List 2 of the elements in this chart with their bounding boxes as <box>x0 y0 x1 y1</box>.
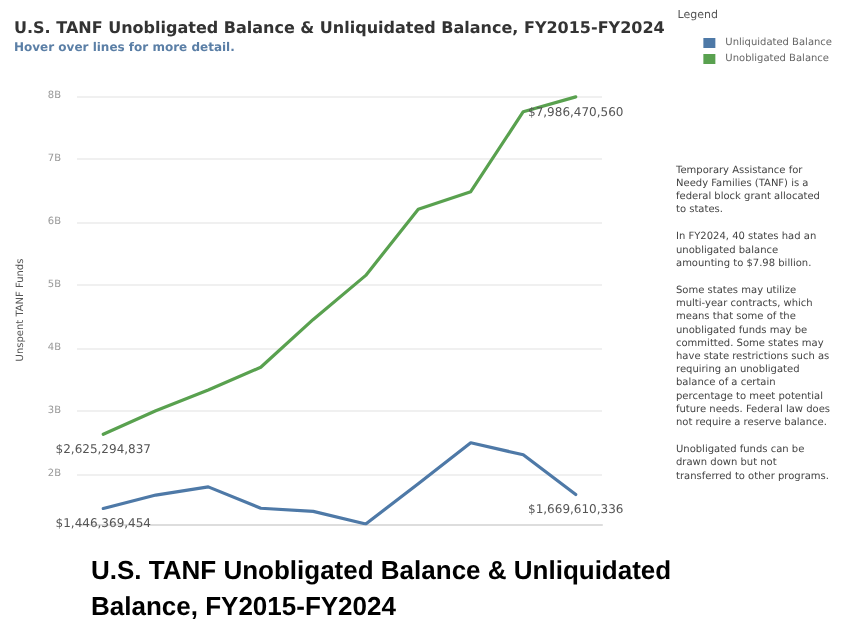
text: U.S. TANF Unobligated Balance & Unliquidated Balance, FY2015-FY2024 <box>91 555 679 621</box>
chart-title: U.S. TANF Unobligated Balance & Unliquidated Balance, FY2015-FY2024 <box>14 19 666 37</box>
